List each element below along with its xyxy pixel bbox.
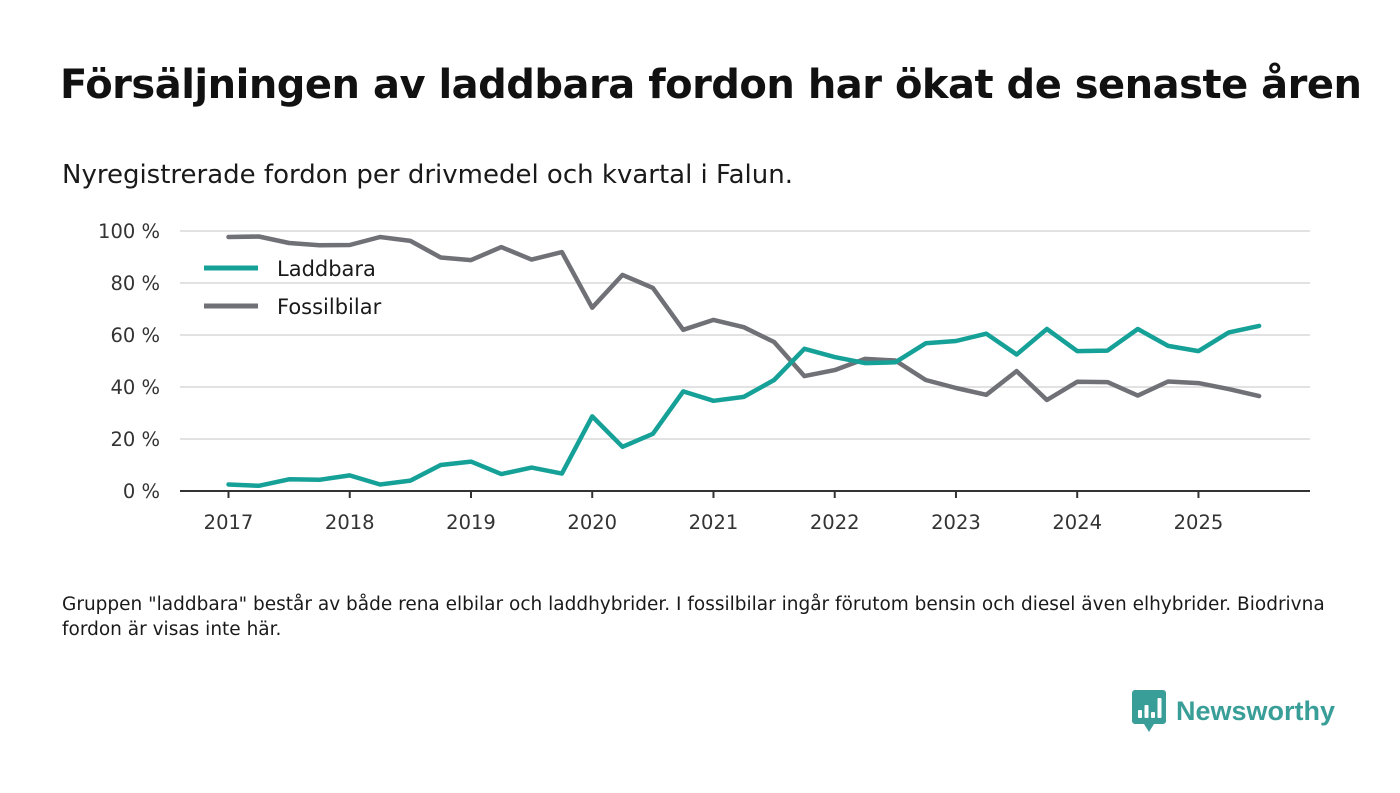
x-tick-label: 2023 [931, 511, 981, 534]
y-axis-ticks: 0 % 20 % 40 % 60 % 80 % 100 % [98, 220, 160, 503]
legend: Laddbara Fossilbilar [204, 257, 382, 319]
y-tick-label: 100 % [98, 220, 160, 243]
chart-title: Försäljningen av laddbara fordon har öka… [60, 62, 1362, 108]
series-line-fossilbilar [226, 234, 1262, 403]
x-tick-label: 2017 [204, 511, 254, 534]
x-tick-label: 2021 [689, 511, 739, 534]
x-axis: 2017 2018 2019 2020 2021 2022 2023 2024 2025 [180, 490, 1310, 534]
series-line-laddbara [226, 323, 1262, 489]
x-tick-label: 2018 [325, 511, 375, 534]
y-tick-label: 0 % [123, 480, 160, 503]
y-tick-label: 20 % [110, 428, 160, 451]
series-lines [226, 234, 1262, 489]
x-tick-label: 2022 [810, 511, 860, 534]
x-tick-label: 2025 [1174, 511, 1224, 534]
newsworthy-logo-icon [1132, 690, 1166, 732]
chart-subtitle: Nyregistrerade fordon per drivmedel och … [62, 160, 793, 190]
y-tick-label: 60 % [110, 324, 160, 347]
x-tick-label: 2024 [1052, 511, 1102, 534]
legend-label-fossilbilar: Fossilbilar [277, 295, 382, 319]
footnote: Gruppen "laddbara" består av både rena e… [62, 594, 1325, 640]
x-tick-label: 2020 [567, 511, 617, 534]
x-tick-label: 2019 [446, 511, 496, 534]
brand-name: Newsworthy [1176, 695, 1336, 726]
legend-label-laddbara: Laddbara [277, 257, 376, 281]
y-tick-label: 40 % [110, 376, 160, 399]
y-tick-label: 80 % [110, 272, 160, 295]
brand-logo[interactable]: Newsworthy [1132, 690, 1335, 732]
